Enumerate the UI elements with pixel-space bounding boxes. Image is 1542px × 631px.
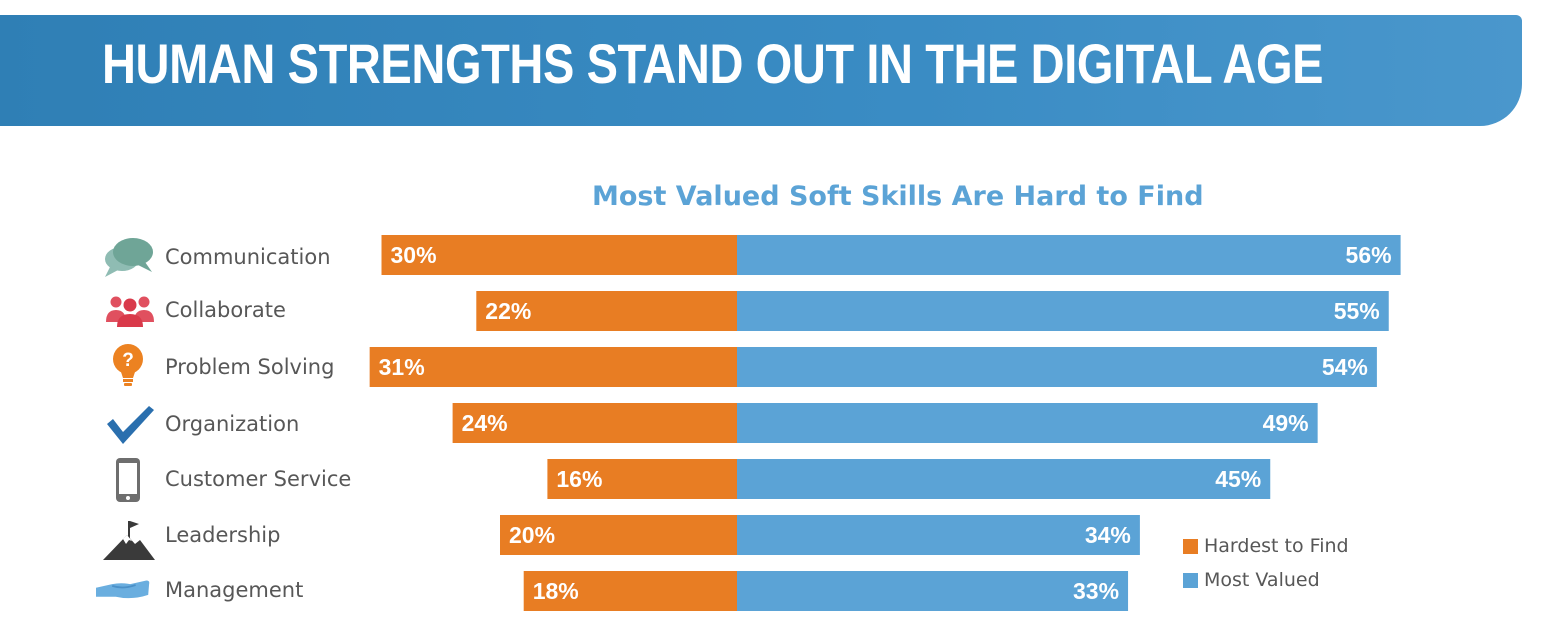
label-valued-management: 33% xyxy=(1073,578,1119,604)
legend-swatch-hardest xyxy=(1183,538,1198,554)
bar-valued-problem-solving xyxy=(737,347,1377,387)
bar-valued-customer-service xyxy=(737,459,1271,499)
row-label-communication: Communication xyxy=(165,245,331,269)
bar-hardest-collaborate xyxy=(476,291,737,331)
label-hardest-problem-solving: 31% xyxy=(379,354,425,380)
legend-label-hardest: Hardest to Find xyxy=(1204,535,1349,557)
lightbulb-question-icon: ? xyxy=(113,344,143,386)
bar-valued-collaborate xyxy=(737,291,1389,331)
label-hardest-leadership: 20% xyxy=(509,522,555,548)
label-valued-customer-service: 45% xyxy=(1215,466,1261,492)
label-hardest-customer-service: 16% xyxy=(556,466,602,492)
smartphone-icon xyxy=(116,458,140,502)
label-valued-organization: 49% xyxy=(1263,410,1309,436)
legend-item-valued: Most Valued xyxy=(1183,569,1320,591)
speech-bubbles-icon xyxy=(105,238,153,277)
row-label-problem-solving: Problem Solving xyxy=(165,355,335,379)
bar-hardest-leadership xyxy=(500,515,737,555)
legend-item-hardest: Hardest to Find xyxy=(1183,535,1349,557)
label-valued-leadership: 34% xyxy=(1085,522,1131,548)
label-valued-collaborate: 55% xyxy=(1334,298,1380,324)
bar-hardest-management xyxy=(523,571,737,611)
label-hardest-organization: 24% xyxy=(462,410,508,436)
bar-valued-management xyxy=(737,571,1129,611)
bar-hardest-communication xyxy=(381,235,737,275)
label-valued-problem-solving: 54% xyxy=(1322,354,1368,380)
bar-hardest-problem-solving xyxy=(369,347,737,387)
chart-title: Most Valued Soft Skills Are Hard to Find xyxy=(592,181,1204,212)
legend-swatch-valued xyxy=(1183,572,1198,588)
label-valued-communication: 56% xyxy=(1346,242,1392,268)
label-hardest-communication: 30% xyxy=(391,242,437,268)
open-hand-icon xyxy=(96,580,150,599)
label-hardest-collaborate: 22% xyxy=(485,298,531,324)
people-group-icon xyxy=(106,296,154,327)
header-banner xyxy=(0,15,1522,126)
page-title: HUMAN STRENGTHS STAND OUT IN THE DIGITAL… xyxy=(102,32,1324,95)
bar-hardest-organization xyxy=(452,403,737,443)
row-label-customer-service: Customer Service xyxy=(165,467,352,491)
checkmark-icon xyxy=(107,406,154,444)
label-hardest-management: 18% xyxy=(533,578,579,604)
bar-valued-leadership xyxy=(737,515,1140,555)
row-label-leadership: Leadership xyxy=(165,523,281,547)
bar-hardest-customer-service xyxy=(547,459,737,499)
row-label-organization: Organization xyxy=(165,412,300,436)
svg-text:?: ? xyxy=(122,350,134,371)
bar-valued-communication xyxy=(737,235,1401,275)
bar-valued-organization xyxy=(737,403,1318,443)
legend-label-valued: Most Valued xyxy=(1204,569,1320,591)
row-label-management: Management xyxy=(165,578,304,602)
mountain-flag-icon xyxy=(103,521,155,560)
row-label-collaborate: Collaborate xyxy=(165,298,286,322)
